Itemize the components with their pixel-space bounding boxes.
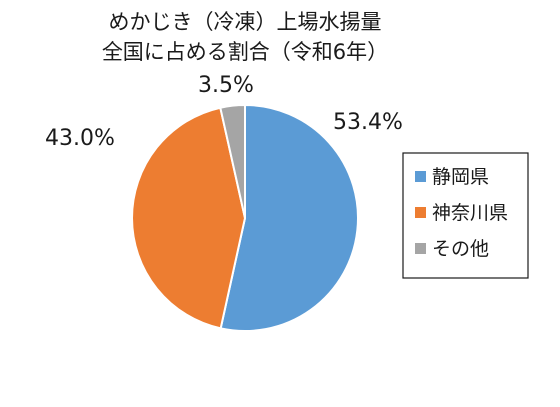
legend-label-3: その他 [432,238,489,260]
pie-slice-2 [131,106,247,330]
data-label-1: 53.4% [333,110,403,135]
pie-slices [131,103,359,332]
legend-swatch-3 [415,243,426,254]
legend-label-1: 静岡県 [432,166,489,188]
data-label-2: 43.0% [45,126,115,151]
pie-slice-1 [219,103,359,332]
legend-label-2: 神奈川県 [432,202,508,224]
legend-swatch-1 [415,171,426,182]
chart-title-line-1: めかじき（冷凍）上場水揚量 [109,10,382,34]
pie-data-labels: 53.4% 43.0% 3.5% [45,73,403,151]
legend-swatch-2 [415,207,426,218]
pie-slice-3 [219,103,246,219]
chart-title: めかじき（冷凍）上場水揚量 全国に占める割合（令和6年） [102,10,388,64]
data-label-3: 3.5% [198,73,254,98]
chart-title-line-2: 全国に占める割合（令和6年） [102,40,388,64]
